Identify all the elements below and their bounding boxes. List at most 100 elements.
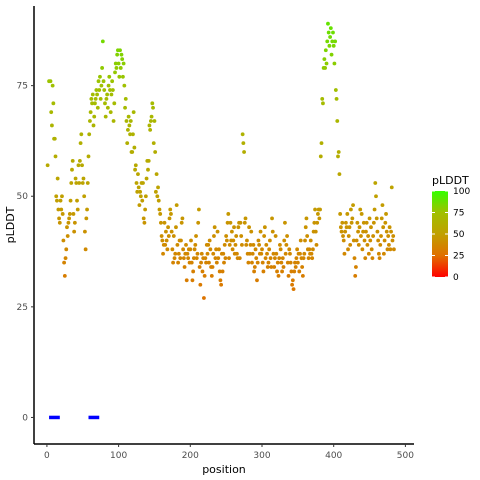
data-point (126, 114, 131, 119)
data-point (286, 273, 291, 278)
data-point (224, 234, 229, 238)
data-point (111, 119, 116, 123)
data-point (328, 35, 333, 39)
data-point (228, 220, 233, 225)
data-point (319, 141, 324, 146)
data-point (170, 247, 175, 252)
data-point (88, 119, 92, 123)
data-point (189, 260, 194, 265)
data-point (306, 256, 311, 261)
data-point (383, 220, 388, 225)
data-point (144, 176, 149, 181)
data-point (222, 260, 226, 265)
data-point (118, 66, 123, 70)
data-point (213, 256, 218, 261)
data-point (241, 141, 246, 146)
data-point (298, 238, 303, 243)
data-point (54, 194, 59, 199)
data-point (189, 238, 193, 243)
data-point (143, 207, 148, 212)
data-point (276, 273, 281, 278)
data-point (53, 154, 58, 159)
data-point (135, 189, 140, 194)
data-point (349, 220, 354, 225)
data-point (119, 52, 124, 57)
data-point (176, 251, 181, 256)
data-point (162, 220, 167, 225)
data-point (232, 225, 236, 230)
data-point (209, 273, 214, 278)
data-point (371, 234, 376, 238)
data-point (257, 243, 262, 247)
data-point (186, 256, 191, 261)
data-point (360, 247, 365, 252)
data-point (368, 238, 373, 243)
data-point (200, 269, 205, 274)
data-point (156, 185, 160, 190)
data-point (369, 225, 373, 230)
data-point (346, 247, 350, 252)
colorbar-legend: pLDDT 0 25 50 75 100 (432, 174, 470, 283)
data-point (320, 97, 325, 101)
data-point (382, 238, 387, 243)
data-point (137, 203, 142, 207)
data-point (203, 256, 208, 261)
data-point (240, 132, 245, 137)
data-point (206, 243, 211, 247)
data-point (245, 238, 249, 243)
data-point (302, 251, 307, 256)
data-point (379, 234, 383, 238)
data-point (112, 101, 117, 106)
data-point (158, 212, 163, 216)
data-point (303, 238, 307, 243)
data-point (127, 123, 132, 128)
data-point (123, 105, 127, 110)
data-point (65, 234, 70, 238)
data-point (322, 57, 327, 61)
data-point (159, 234, 164, 238)
data-point (207, 260, 211, 265)
data-point (175, 243, 180, 247)
data-point (117, 74, 122, 79)
data-point (188, 247, 193, 252)
data-point (273, 256, 277, 261)
data-point (298, 251, 302, 256)
data-point (354, 265, 358, 269)
data-point (194, 234, 198, 238)
data-point (356, 243, 361, 247)
data-point (148, 119, 153, 123)
data-point (212, 225, 217, 230)
data-point (106, 83, 111, 88)
data-point (289, 269, 294, 274)
data-point (384, 212, 388, 216)
data-point (255, 260, 260, 265)
data-point (376, 251, 381, 256)
data-point (332, 61, 337, 66)
data-point (93, 101, 97, 106)
data-point (323, 66, 327, 70)
data-point (109, 92, 114, 97)
data-point (74, 181, 79, 185)
data-point (330, 39, 335, 44)
data-point (387, 225, 392, 230)
data-point (356, 229, 360, 234)
data-point (70, 158, 75, 163)
data-point (179, 238, 183, 243)
data-point (242, 150, 246, 154)
data-point (224, 238, 229, 243)
data-point (216, 256, 221, 261)
data-point (311, 247, 315, 252)
data-point (343, 220, 348, 225)
y-axis-title: pLDDT (4, 206, 17, 243)
data-point (227, 243, 232, 247)
data-point (104, 97, 109, 101)
data-point (73, 176, 78, 181)
data-point (371, 220, 376, 225)
data-point (250, 251, 255, 256)
data-point (85, 181, 90, 185)
data-point (307, 247, 312, 252)
data-point (300, 265, 305, 269)
data-point (348, 243, 353, 247)
data-point (165, 247, 170, 252)
data-point (293, 265, 298, 269)
